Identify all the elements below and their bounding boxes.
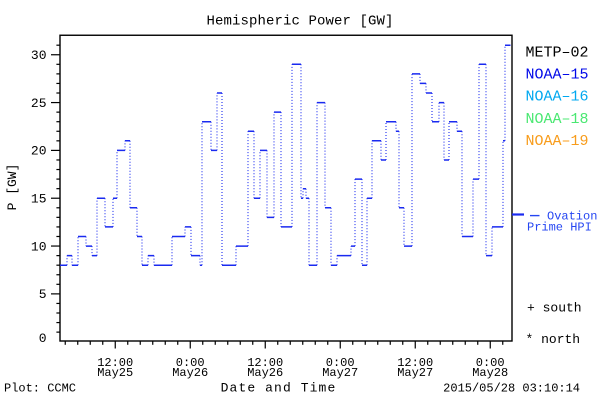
svg-text:May25: May25 <box>97 366 133 380</box>
svg-text:May28: May28 <box>472 366 508 380</box>
svg-text:Ovation: Ovation <box>547 210 597 224</box>
svg-text:P [GW]: P [GW] <box>5 164 20 211</box>
svg-text:12:00: 12:00 <box>97 356 133 370</box>
svg-text:NOAA–19: NOAA–19 <box>526 133 589 150</box>
svg-text:12:00: 12:00 <box>247 356 283 370</box>
svg-text:2015/05/28 03:10:14: 2015/05/28 03:10:14 <box>443 382 580 396</box>
svg-text:12:00: 12:00 <box>397 356 433 370</box>
svg-text:25: 25 <box>31 96 47 111</box>
svg-text:May27: May27 <box>397 366 433 380</box>
svg-text:30: 30 <box>31 48 47 63</box>
svg-text:20: 20 <box>31 144 47 159</box>
svg-text:5: 5 <box>39 287 47 302</box>
svg-text:Plot: CCMC: Plot: CCMC <box>4 382 76 396</box>
svg-text:May27: May27 <box>322 366 358 380</box>
svg-text:+ south: + south <box>527 301 582 316</box>
svg-text:METP–02: METP–02 <box>526 44 589 61</box>
svg-text:Date and Time: Date and Time <box>221 381 337 396</box>
svg-text:0: 0 <box>39 331 47 346</box>
svg-text:0:00: 0:00 <box>326 356 355 370</box>
svg-text:NOAA–18: NOAA–18 <box>526 111 589 128</box>
svg-text:* north: * north <box>526 332 581 347</box>
svg-text:NOAA–16: NOAA–16 <box>526 89 589 106</box>
svg-text:0:00: 0:00 <box>176 356 205 370</box>
svg-text:NOAA–15: NOAA–15 <box>526 67 589 84</box>
svg-text:Hemispheric Power [GW]: Hemispheric Power [GW] <box>206 14 393 30</box>
svg-text:15: 15 <box>31 192 47 207</box>
svg-text:10: 10 <box>31 239 47 254</box>
svg-text:May26: May26 <box>247 366 283 380</box>
svg-text:Prime HPI: Prime HPI <box>527 221 592 235</box>
svg-text:0:00: 0:00 <box>476 356 505 370</box>
svg-text:May26: May26 <box>172 366 208 380</box>
